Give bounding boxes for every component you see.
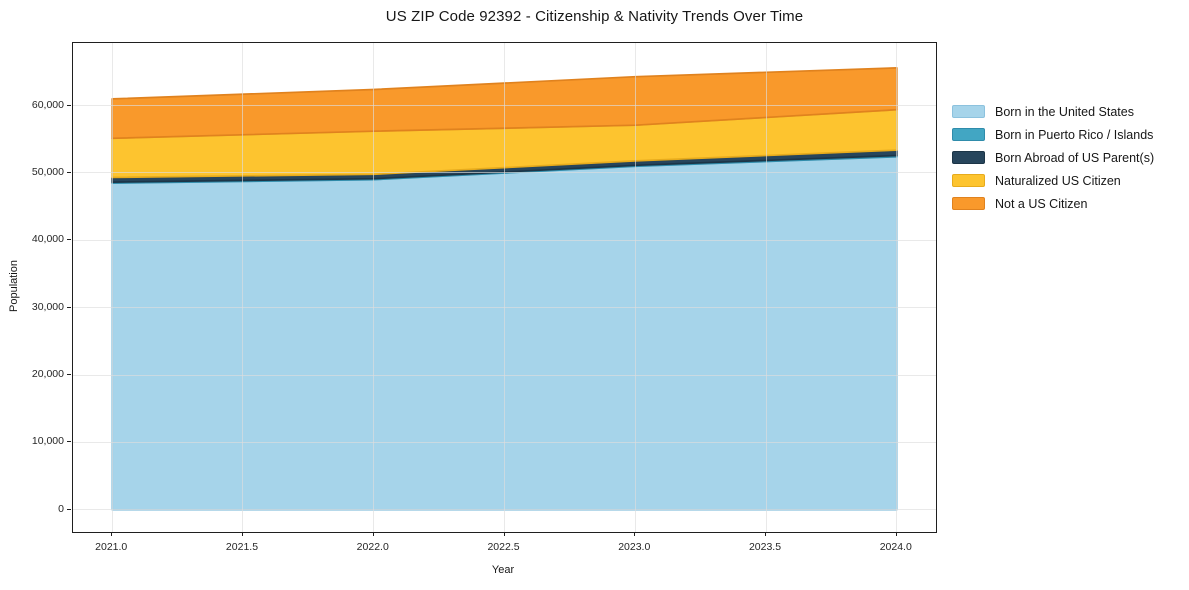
x-tick-label: 2023.5	[748, 541, 782, 553]
legend-swatch-born-in-puerto-rico-islands	[952, 128, 985, 141]
legend-label: Born Abroad of US Parent(s)	[995, 150, 1155, 165]
legend-label: Not a US Citizen	[995, 196, 1088, 211]
legend-item-born-abroad-of-us-parents: Born Abroad of US Parent(s)	[952, 146, 1154, 169]
x-tick-label: 2021.0	[95, 541, 128, 553]
legend-label: Born in Puerto Rico / Islands	[995, 127, 1154, 142]
x-tick-mark	[111, 532, 113, 536]
y-tick-mark	[67, 104, 71, 106]
x-tick-label: 2021.5	[225, 541, 259, 553]
legend-swatch-not-a-us-citizen	[952, 197, 985, 210]
x-tick-label: 2023.0	[618, 541, 651, 553]
x-tick-mark	[241, 532, 243, 536]
x-axis-label: Year	[491, 564, 515, 576]
x-tick-mark	[765, 532, 766, 536]
legend-item-naturalized-us-citizen: Naturalized US Citizen	[952, 169, 1154, 192]
chart-title: US ZIP Code 92392 - Citizenship & Nativi…	[385, 8, 804, 25]
y-tick-mark	[67, 374, 71, 376]
y-tick-label: 60,000	[31, 98, 64, 111]
y-tick-label: 40,000	[31, 233, 64, 246]
legend-swatch-born-in-the-united-states	[952, 105, 985, 118]
x-tick-label: 2024.0	[879, 541, 912, 553]
stacked-area-canvas	[111, 67, 898, 511]
y-tick-label: 20,000	[31, 368, 64, 381]
y-tick-mark	[67, 508, 71, 510]
x-tick-label: 2022.5	[487, 541, 520, 553]
x-tick-mark	[634, 532, 636, 536]
y-tick-mark	[67, 306, 71, 308]
x-tick-mark	[895, 532, 897, 536]
x-tick-mark	[372, 532, 374, 536]
legend-label: Naturalized US Citizen	[995, 173, 1121, 188]
x-tick-mark	[503, 532, 505, 536]
legend: Born in the United States Born in Puerto…	[952, 100, 1154, 215]
y-tick-label: 0	[58, 502, 64, 515]
legend-label: Born in the United States	[995, 104, 1134, 119]
y-tick-label: 50,000	[31, 165, 64, 178]
y-tick-mark	[67, 239, 71, 241]
y-tick-label: 10,000	[31, 435, 64, 448]
legend-item-not-a-us-citizen: Not a US Citizen	[952, 192, 1154, 215]
legend-item-born-in-puerto-rico-islands: Born in Puerto Rico / Islands	[952, 123, 1154, 146]
legend-swatch-naturalized-us-citizen	[952, 174, 985, 187]
y-tick-mark	[67, 171, 71, 173]
y-tick-label: 30,000	[31, 300, 64, 313]
x-tick-label: 2022.0	[356, 541, 389, 553]
plot-area	[72, 42, 937, 533]
y-tick-mark	[67, 441, 71, 443]
area-born-in-the-united-states	[111, 155, 898, 511]
legend-swatch-born-abroad-of-us-parents	[952, 151, 985, 164]
legend-item-born-in-the-united-states: Born in the United States	[952, 100, 1154, 123]
